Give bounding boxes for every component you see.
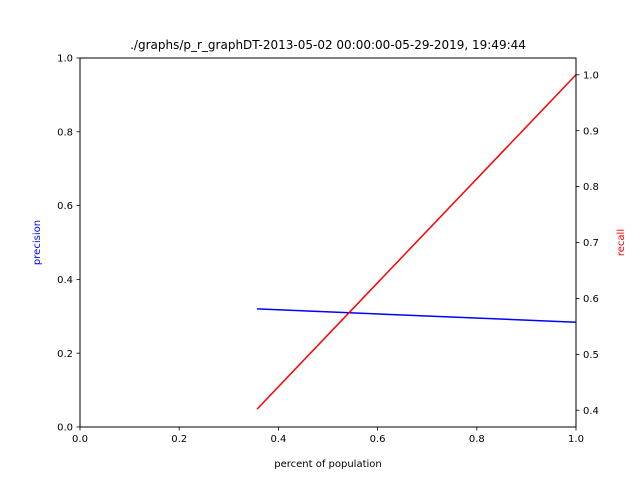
right-y-tick-label: 0.8 — [583, 182, 599, 193]
x-tick-label: 0.2 — [171, 434, 187, 445]
left-y-tick-label: 1.0 — [57, 54, 73, 65]
right-y-tick-label: 0.5 — [583, 350, 599, 361]
left-y-tick-label: 0.0 — [57, 423, 73, 434]
left-y-axis: 0.0 0.2 0.4 0.6 0.8 1.0 — [57, 54, 80, 434]
x-tick-label: 0.8 — [469, 434, 485, 445]
recall-line — [256, 74, 577, 410]
x-tick-label: 0.6 — [370, 434, 386, 445]
right-y-tick-label: 0.6 — [583, 294, 599, 305]
right-y-axis-label: recall — [616, 229, 627, 256]
right-y-tick-label: 0.4 — [583, 406, 599, 417]
right-y-tick-label: 0.9 — [583, 126, 599, 137]
left-y-tick-label: 0.6 — [57, 201, 73, 212]
x-tick-label: 0.4 — [270, 434, 286, 445]
right-y-axis: 0.4 0.5 0.6 0.7 0.8 0.9 1.0 — [576, 70, 599, 417]
right-y-tick-label: 1.0 — [583, 70, 599, 81]
x-tick-label: 1.0 — [568, 434, 584, 445]
series-layer — [256, 74, 577, 410]
left-y-tick-label: 0.4 — [57, 275, 73, 286]
left-y-tick-label: 0.2 — [57, 349, 73, 360]
x-axis: 0.0 0.2 0.4 0.6 0.8 1.0 — [72, 427, 584, 445]
plot-frame — [79, 57, 577, 428]
right-y-tick-label: 0.7 — [583, 238, 599, 249]
left-y-tick-label: 0.8 — [57, 127, 73, 138]
x-axis-label: percent of population — [274, 459, 382, 470]
chart-title: ./graphs/p_r_graphDT-2013-05-02 00:00:00… — [130, 38, 526, 52]
left-y-axis-label: precision — [32, 220, 43, 265]
x-tick-label: 0.0 — [72, 434, 88, 445]
precision-line — [257, 308, 577, 323]
